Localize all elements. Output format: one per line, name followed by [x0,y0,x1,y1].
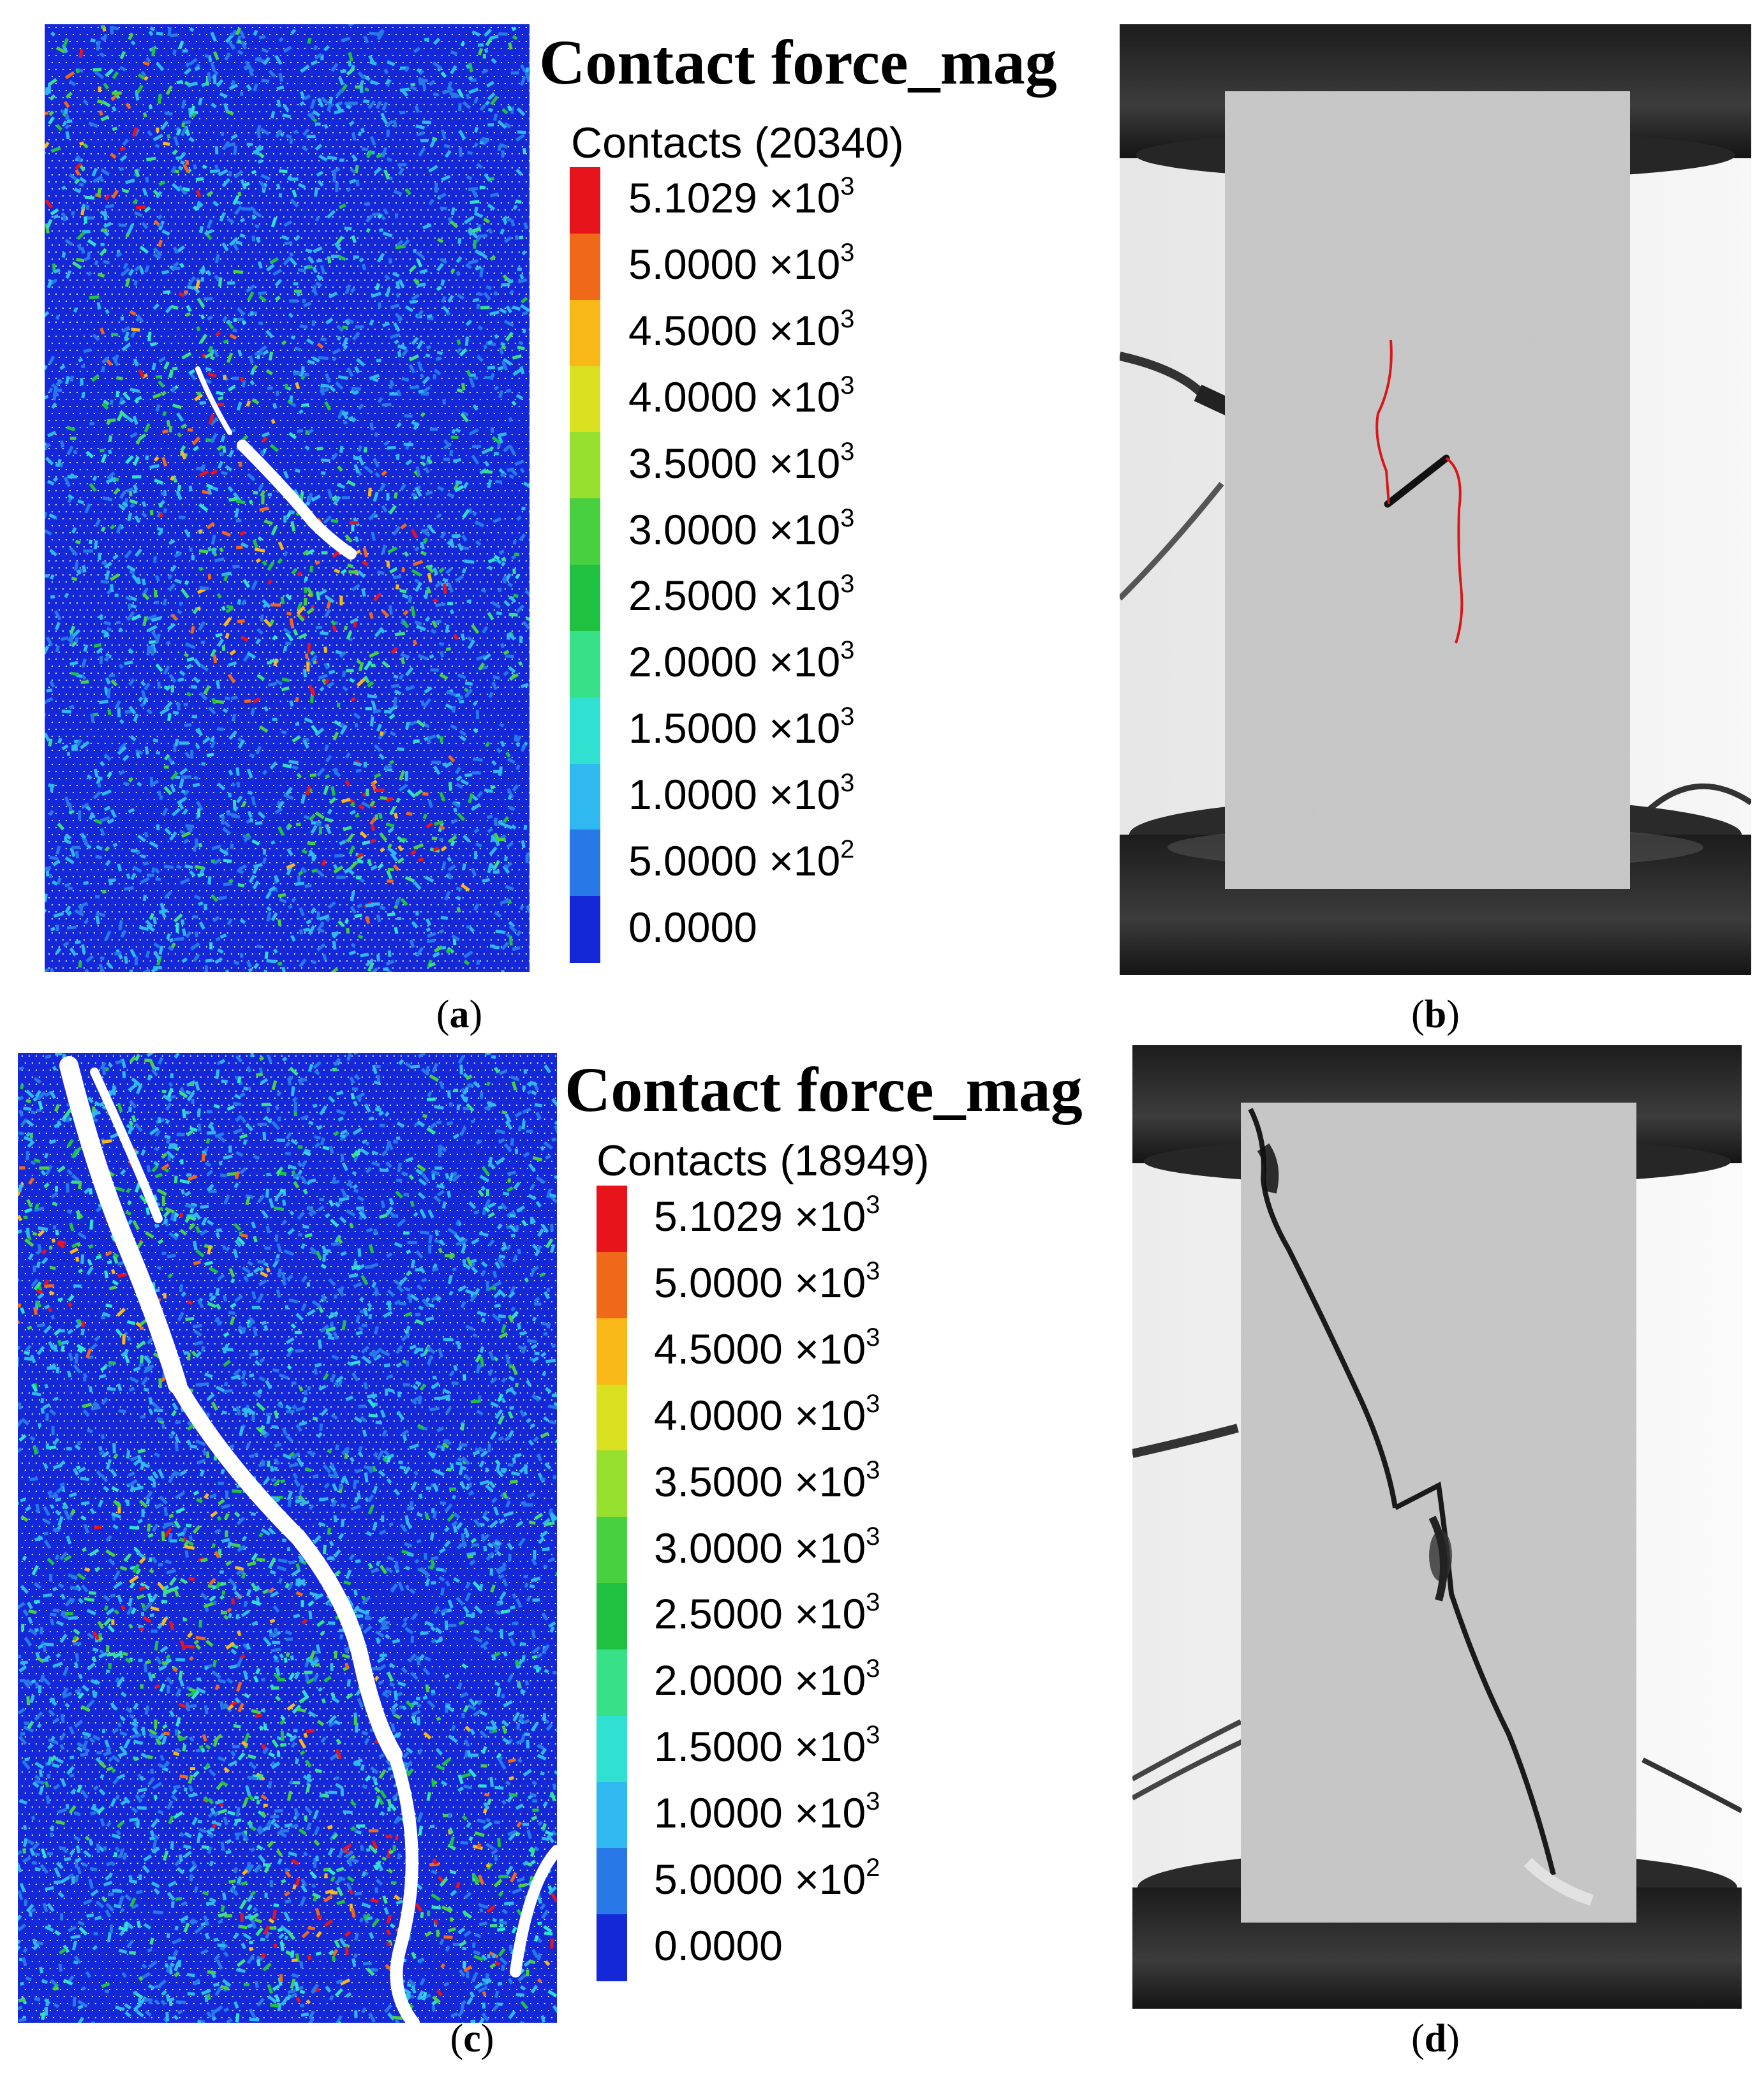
specimen-photo-d [1132,1045,1742,2009]
specimen-photo-b [1120,24,1751,975]
caption-d: (d) [1372,2016,1499,2062]
legend-colorbar-c [597,1186,627,1981]
legend-labels-a: 5.1029 ×103 5.0000 ×103 4.5000 ×103 4.0000 … [628,167,896,962]
caption-a: (a) [396,992,523,1038]
legend-value-label: 5.0000 ×102 [654,1855,880,1903]
legend-value-label: 5.0000 ×103 [654,1258,880,1307]
legend-title-c: Contact force_mag [565,1053,1083,1126]
legend-value-label: 2.0000 ×103 [628,637,854,686]
legend-value-label: 0.0000 [654,1921,783,1970]
contact-force-map-a [45,24,530,972]
legend-value-label: 1.0000 ×103 [654,1789,880,1837]
legend-value-label: 5.0000 ×102 [628,837,854,885]
legend-value-label: 5.1029 ×103 [628,174,854,222]
legend-value-label: 2.5000 ×103 [628,571,854,620]
legend-swatch [570,432,600,500]
legend-title-a: Contact force_mag [539,26,1057,99]
legend-value-label: 2.0000 ×103 [654,1656,880,1704]
legend-swatch [597,1384,627,1452]
legend-subtitle-c: Contacts (18949) [597,1136,930,1186]
legend-swatch [570,167,600,234]
legend-swatch [597,1649,627,1716]
legend-swatch [597,1914,627,1981]
caption-b: (b) [1372,992,1499,1038]
legend-value-label: 4.0000 ×103 [628,373,854,421]
legend-value-label: 3.0000 ×103 [628,505,854,554]
legend-value-label: 3.5000 ×103 [654,1457,880,1506]
legend-value-label: 4.0000 ×103 [654,1391,880,1440]
legend-labels-c: 5.1029 ×103 5.0000 ×103 4.5000 ×103 4.0000 … [654,1186,922,1981]
legend-value-label: 3.5000 ×103 [628,439,854,488]
photo-panel-d [1132,1045,1742,2009]
legend-swatch [570,299,600,367]
legend-value-label: 1.5000 ×103 [628,704,854,752]
legend-value-label: 1.0000 ×103 [628,770,854,819]
legend-subtitle-a: Contacts (20340) [571,118,904,168]
legend-swatch [597,1517,627,1584]
legend-swatch [570,763,600,831]
legend-swatch [570,233,600,301]
legend-swatch [570,697,600,764]
legend-swatch [570,565,600,632]
legend-value-label: 0.0000 [628,903,757,951]
legend-swatch [597,1186,627,1253]
legend-swatch [570,896,600,963]
legend-colorbar-a [570,167,600,963]
legend-swatch [597,1583,627,1650]
legend-swatch [597,1251,627,1319]
caption-c: (c) [408,2016,536,2062]
legend-value-label: 2.5000 ×103 [654,1589,880,1638]
contact-force-map-c [18,1053,557,2023]
legend-value-label: 5.0000 ×103 [628,240,854,288]
legend-value-label: 5.1029 ×103 [654,1192,880,1240]
legend-swatch [597,1318,627,1385]
legend-value-label: 4.5000 ×103 [628,306,854,355]
legend-swatch [570,498,600,565]
legend-swatch [597,1782,627,1849]
simulation-panel-c [18,1053,557,2023]
legend-swatch [570,830,600,897]
simulation-panel-a [45,24,530,972]
legend-value-label: 3.0000 ×103 [654,1524,880,1572]
legend-value-label: 4.5000 ×103 [654,1325,880,1373]
photo-panel-b [1120,24,1751,975]
legend-value-label: 1.5000 ×103 [654,1722,880,1771]
legend-swatch [597,1715,627,1783]
legend-swatch [597,1848,627,1916]
legend-swatch [570,366,600,433]
legend-swatch [570,630,600,698]
legend-swatch [597,1450,627,1518]
